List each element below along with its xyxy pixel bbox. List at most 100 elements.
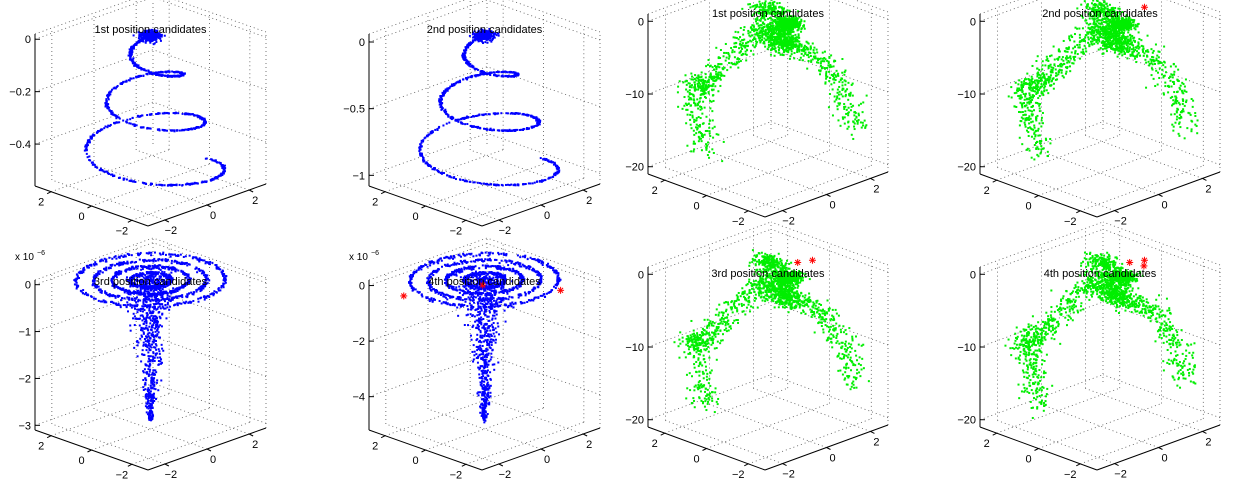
data-point [1032,96,1035,99]
data-point [1049,74,1052,77]
data-point [159,71,162,74]
data-point [786,46,789,49]
z-tick-label: −0.2 [9,87,31,99]
data-point [522,183,525,186]
data-point [445,112,448,115]
data-point [466,180,469,183]
data-point [759,19,762,22]
data-point [697,135,700,138]
data-point [161,70,164,73]
data-point [843,79,846,82]
data-point [1024,110,1027,113]
data-point [88,139,91,142]
data-point [791,28,794,31]
data-point [821,60,824,63]
data-point [715,66,718,69]
data-point [180,73,183,76]
data-point [712,136,715,139]
data-point [1037,97,1040,100]
data-point [737,38,740,41]
data-point [122,178,125,181]
data-point [91,163,94,166]
data-point [444,90,447,93]
data-point [849,109,852,112]
data-point [813,46,816,49]
data-point [767,46,770,49]
data-point [1080,51,1083,54]
data-point [1028,81,1031,84]
data-point [91,161,94,164]
data-point [737,31,740,34]
data-point [122,119,125,122]
data-point [467,76,470,79]
data-point [700,134,703,137]
data-point [183,72,186,75]
data-point [1033,137,1036,140]
data-point [517,112,520,115]
data-point [704,129,707,132]
data-point [810,60,813,63]
data-point [420,141,423,144]
data-point [860,126,863,129]
data-point [475,125,478,128]
data-point [485,35,488,38]
data-point [132,44,135,47]
data-point [836,91,839,94]
data-point [797,10,800,13]
data-point [856,122,859,125]
data-point [487,113,490,116]
data-point [1061,56,1064,59]
data-point [146,126,149,129]
data-point [774,28,777,31]
data-point [1030,75,1033,78]
data-point [191,128,194,131]
data-point [691,78,694,81]
data-point [1085,50,1088,53]
data-point [752,25,755,28]
data-point [155,74,158,77]
data-point [708,156,711,159]
data-point [94,165,97,168]
data-point [1183,137,1186,140]
data-point [88,159,91,162]
data-point [138,35,141,38]
data-point [723,66,726,69]
data-point [715,46,718,49]
data-point [481,29,484,32]
data-point [719,84,722,87]
data-point [139,31,142,34]
data-point [782,27,785,30]
data-point [759,41,762,44]
data-point [1031,110,1034,113]
data-point [710,100,713,103]
data-point [734,41,737,44]
data-point [450,176,453,179]
data-point [684,74,687,77]
grid-line [34,49,154,93]
data-point [111,88,114,91]
data-point [833,78,836,81]
data-point [129,55,132,58]
data-point [223,168,226,171]
data-point [461,52,464,55]
data-point [769,21,772,24]
data-point [214,159,217,162]
data-point [781,23,784,26]
data-point [85,149,88,152]
data-point [685,108,688,111]
data-point [172,75,175,78]
data-point [104,102,107,105]
data-point [218,161,221,164]
data-point [135,64,138,67]
data-point [700,80,703,83]
y-tick [660,179,665,183]
data-point [143,36,146,39]
data-point [770,0,773,1]
data-point [818,58,821,61]
data-point [450,117,453,120]
data-point [698,130,701,133]
data-point [144,37,147,40]
data-point [1101,36,1104,39]
data-point [815,48,818,51]
data-point [1028,78,1031,81]
